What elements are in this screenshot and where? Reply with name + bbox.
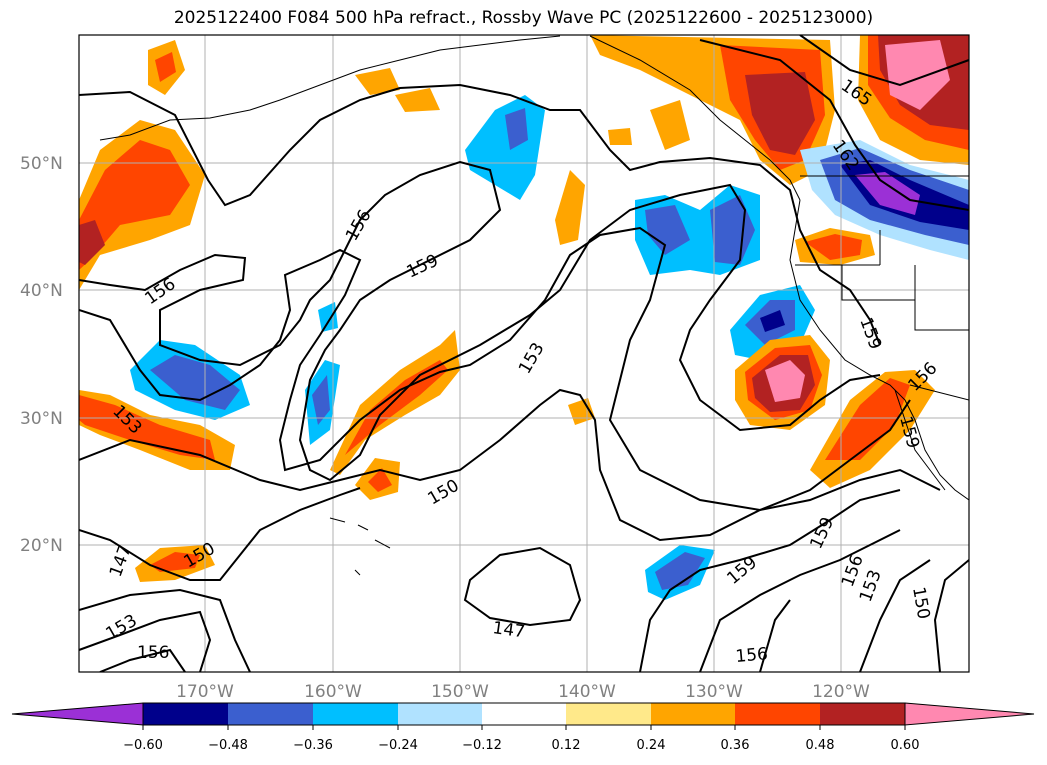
contour-165 xyxy=(799,35,969,87)
coastline-hawaii xyxy=(329,517,391,576)
positive-region-gulf-1 xyxy=(355,68,400,95)
lat-label-30n: 30°N xyxy=(20,409,63,429)
negative-region-gulf-core xyxy=(505,108,528,150)
coastline-baja xyxy=(894,389,946,491)
colorbar-tick-label: −0.48 xyxy=(208,738,248,753)
positive-region-baja-core xyxy=(825,378,910,460)
colorbar-tick-label: −0.24 xyxy=(378,738,418,753)
colorbar: −0.60 −0.48 −0.36 −0.24 −0.12 0.12 0.24 … xyxy=(11,702,1035,753)
lon-label-160w: 160°W xyxy=(304,682,362,702)
colorbar-extend-low xyxy=(11,702,144,726)
coastline-bc xyxy=(589,35,801,201)
coastline-west-us xyxy=(789,199,969,501)
negative-region-mid-1-core xyxy=(312,375,330,425)
colorbar-swatch xyxy=(228,703,313,725)
colorbar-swatch xyxy=(398,703,482,725)
colorbar-swatch xyxy=(820,703,905,725)
positive-region-mid xyxy=(555,170,585,245)
positive-region-gulf-4 xyxy=(608,128,632,145)
contour-156-se xyxy=(699,529,901,672)
height-contours xyxy=(79,35,969,672)
positive-region-hawaii-w-core xyxy=(150,552,200,572)
colorbar-tick-label: 0.60 xyxy=(891,738,920,753)
map-title: 2025122400 F084 500 hPa refract., Rossby… xyxy=(173,8,874,28)
positive-region-nw-core xyxy=(79,140,190,270)
contour-153-south xyxy=(79,610,212,672)
lon-label-140w: 140°W xyxy=(558,682,616,702)
lat-label-20n: 20°N xyxy=(20,536,63,556)
state-borders xyxy=(795,175,969,401)
contour-147-south xyxy=(463,546,582,627)
plot-frame xyxy=(78,34,970,673)
positive-region-ne-peak xyxy=(885,40,950,110)
contour-153-se xyxy=(759,559,931,672)
contour-153 xyxy=(79,226,911,512)
contour-label: 156 xyxy=(137,643,169,663)
contour-150 xyxy=(79,388,941,542)
positive-region-mid-2-core xyxy=(368,468,392,492)
positive-region-aleut-core xyxy=(155,52,176,82)
negative-region-pnw-peak xyxy=(855,172,920,215)
colorbar-swatch xyxy=(735,703,820,725)
colorbar-tick-label: −0.60 xyxy=(123,738,163,753)
colorbar-frame xyxy=(142,702,906,726)
colorbar-tick-label: 0.36 xyxy=(721,738,750,753)
contour-150-south xyxy=(79,588,251,672)
negative-region-offshore-3-max xyxy=(760,310,785,332)
positive-region-ca-peak xyxy=(765,360,805,402)
contour-159-south xyxy=(639,489,901,672)
coastline-alaska xyxy=(99,35,561,141)
negative-region-west-core xyxy=(150,355,240,410)
lon-label-170w: 170°W xyxy=(176,682,234,702)
negative-region-offshore-1-core xyxy=(645,205,690,255)
contour-162 xyxy=(699,39,969,211)
colorbar-swatch xyxy=(566,703,651,725)
lon-label-150w: 150°W xyxy=(431,682,489,702)
lon-label-120w: 120°W xyxy=(812,682,870,702)
negative-region-south-core xyxy=(655,552,705,590)
contour-159-north xyxy=(79,83,881,346)
contour-156-south xyxy=(99,648,186,672)
lat-label-50n: 50°N xyxy=(20,154,63,174)
latitude-labels: 50°N 40°N 30°N 20°N xyxy=(20,154,63,556)
colorbar-tick-label: 0.24 xyxy=(637,738,666,753)
positive-region-gulf-3 xyxy=(650,100,690,150)
contour-150-se xyxy=(933,559,969,672)
positive-region-sw-core xyxy=(79,395,215,460)
lat-label-40n: 40°N xyxy=(20,281,63,301)
colorbar-tick-label: −0.36 xyxy=(293,738,333,753)
positive-region-mid-1-core xyxy=(345,360,448,455)
contour-156-north xyxy=(79,160,881,482)
colorbar-swatch xyxy=(143,703,228,725)
colorbar-swatch xyxy=(482,703,566,725)
colorbar-extend-high xyxy=(904,702,1035,726)
positive-region-bc-max xyxy=(745,72,815,155)
contour-label: 147 xyxy=(491,618,526,642)
coastlines xyxy=(99,35,969,576)
colorbar-tick-label: 0.12 xyxy=(552,738,581,753)
colorbar-tick-label: 0.48 xyxy=(806,738,835,753)
contour-147-west xyxy=(79,487,361,581)
gridlines xyxy=(79,35,969,672)
positive-region-nw-max xyxy=(79,220,105,265)
longitude-labels: 170°W 160°W 150°W 140°W 130°W 120°W xyxy=(176,682,870,702)
colorbar-ticks xyxy=(142,725,906,730)
lon-label-130w: 130°W xyxy=(685,682,743,702)
positive-region-gulf-2 xyxy=(395,88,440,112)
positive-region-or-core xyxy=(805,234,862,260)
colorbar-swatch xyxy=(313,703,398,725)
colorbar-tick-label: −0.12 xyxy=(462,738,502,753)
colorbar-swatch xyxy=(651,703,735,725)
contour-label: 156 xyxy=(735,644,769,667)
